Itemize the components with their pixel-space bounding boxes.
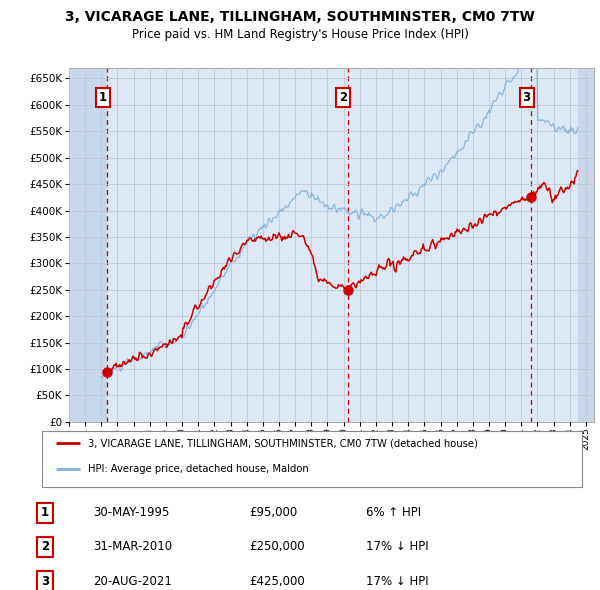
Text: 3: 3 (41, 575, 49, 588)
Bar (578, 68, 594, 422)
Text: £95,000: £95,000 (249, 506, 297, 519)
Text: 2: 2 (339, 91, 347, 104)
Text: 1: 1 (98, 91, 107, 104)
FancyBboxPatch shape (42, 431, 582, 487)
Text: 17% ↓ HPI: 17% ↓ HPI (366, 540, 428, 553)
Text: 30-MAY-1995: 30-MAY-1995 (93, 506, 169, 519)
Text: 3, VICARAGE LANE, TILLINGHAM, SOUTHMINSTER, CM0 7TW (detached house): 3, VICARAGE LANE, TILLINGHAM, SOUTHMINST… (88, 438, 478, 448)
Text: 17% ↓ HPI: 17% ↓ HPI (366, 575, 428, 588)
Text: Price paid vs. HM Land Registry's House Price Index (HPI): Price paid vs. HM Land Registry's House … (131, 28, 469, 41)
Text: 3: 3 (523, 91, 531, 104)
Bar (69, 68, 107, 422)
Text: 2: 2 (41, 540, 49, 553)
Text: £250,000: £250,000 (249, 540, 305, 553)
Text: 6% ↑ HPI: 6% ↑ HPI (366, 506, 421, 519)
Text: 1: 1 (41, 506, 49, 519)
Text: £425,000: £425,000 (249, 575, 305, 588)
Text: 20-AUG-2021: 20-AUG-2021 (93, 575, 172, 588)
Text: 3, VICARAGE LANE, TILLINGHAM, SOUTHMINSTER, CM0 7TW: 3, VICARAGE LANE, TILLINGHAM, SOUTHMINST… (65, 9, 535, 24)
Text: HPI: Average price, detached house, Maldon: HPI: Average price, detached house, Mald… (88, 464, 308, 474)
Text: 31-MAR-2010: 31-MAR-2010 (93, 540, 172, 553)
